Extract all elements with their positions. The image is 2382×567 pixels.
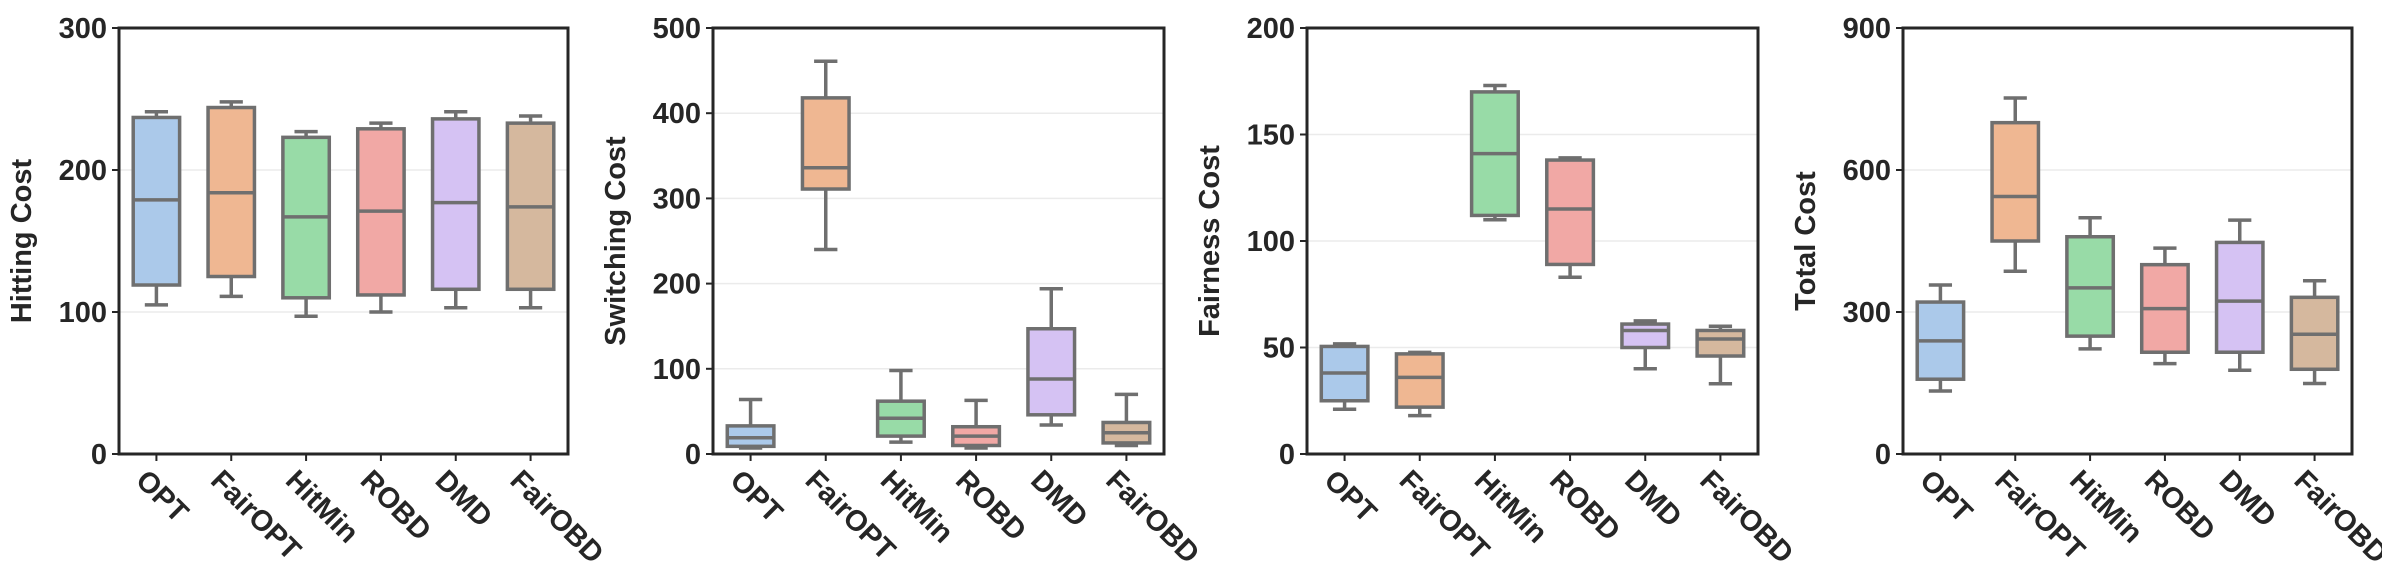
y-tick-label: 400 <box>653 98 701 130</box>
y-tick-label: 500 <box>653 13 701 45</box>
axes-frame <box>117 26 570 456</box>
box-dmd <box>1620 319 1671 371</box>
box-fairobd <box>1101 392 1152 448</box>
y-tick-label: 200 <box>1247 13 1295 45</box>
y-tick-label: 300 <box>1843 297 1891 329</box>
box-iqr <box>2214 240 2265 354</box>
x-tick-label: ROBD <box>949 464 1032 547</box>
x-tick-label: FairOBD <box>1693 464 1799 567</box>
box-robd <box>355 121 406 314</box>
x-tick-label: DMD <box>1024 464 1093 533</box>
x-tick-label: OPT <box>724 464 789 529</box>
box-fairobd <box>1695 324 1746 386</box>
x-tick-label: DMD <box>429 464 498 533</box>
y-tick-label: 0 <box>685 439 701 471</box>
box-hitmin <box>875 368 926 444</box>
box-opt <box>131 110 182 307</box>
y-tick-label: 200 <box>653 269 701 301</box>
box-fairobd <box>505 114 556 310</box>
box-robd <box>951 398 1002 450</box>
y-tick-label: 300 <box>653 183 701 215</box>
axes-frame <box>1305 26 1760 456</box>
y-tick-label: 900 <box>1843 13 1891 45</box>
box-fairopt <box>1394 350 1445 418</box>
box-dmd <box>430 110 481 310</box>
y-axis-title: Total Cost <box>1790 171 1822 311</box>
box-dmd <box>1026 286 1077 427</box>
axes-frame <box>1901 26 2354 456</box>
x-tick-label: OPT <box>129 464 194 529</box>
x-tick-label: OPT <box>1318 464 1383 529</box>
box-opt <box>1915 283 1966 393</box>
box-iqr <box>1990 120 2041 243</box>
x-tick-label: DMD <box>1618 464 1687 533</box>
x-tick-label: ROBD <box>1543 464 1626 547</box>
box-iqr <box>1394 352 1445 409</box>
x-tick-label: ROBD <box>354 464 437 547</box>
x-tick-label: DMD <box>2213 464 2282 533</box>
box-fairopt <box>800 59 851 252</box>
box-iqr <box>1620 322 1671 350</box>
y-tick-label: 100 <box>1247 226 1295 258</box>
y-tick-label: 600 <box>1843 155 1891 187</box>
box-dmd <box>2214 218 2265 372</box>
y-axis-title: Fairness Cost <box>1194 145 1226 337</box>
box-robd <box>1545 156 1596 279</box>
x-tick-label: ROBD <box>2138 464 2221 547</box>
box-fairopt <box>1990 96 2041 274</box>
box-fairobd <box>2289 279 2340 386</box>
box-iqr <box>1026 327 1077 417</box>
y-tick-label: 50 <box>1263 333 1295 365</box>
y-tick-label: 100 <box>59 297 107 329</box>
x-tick-label: FairOBD <box>2288 464 2382 567</box>
box-opt <box>1319 342 1370 412</box>
box-opt <box>725 397 776 450</box>
box-iqr <box>1695 328 1746 358</box>
y-axis-title: Switching Cost <box>600 136 632 346</box>
box-iqr <box>1545 158 1596 267</box>
y-tick-label: 150 <box>1247 120 1295 152</box>
x-tick-label: OPT <box>1913 464 1978 529</box>
box-hitmin <box>1469 83 1520 222</box>
box-fairopt <box>206 100 257 299</box>
y-tick-label: 0 <box>91 439 107 471</box>
y-tick-label: 0 <box>1875 439 1891 471</box>
y-axis-title: Hitting Cost <box>6 159 38 324</box>
y-tick-label: 300 <box>59 13 107 45</box>
box-iqr <box>800 96 851 191</box>
box-robd <box>2139 246 2190 366</box>
y-tick-label: 200 <box>59 155 107 187</box>
axes-frame <box>711 26 1166 456</box>
y-tick-label: 100 <box>653 354 701 386</box>
x-tick-label: FairOBD <box>1099 464 1205 567</box>
y-tick-label: 0 <box>1279 439 1295 471</box>
x-tick-label: FairOBD <box>504 464 610 567</box>
box-hitmin <box>281 129 332 319</box>
box-hitmin <box>2065 216 2116 351</box>
